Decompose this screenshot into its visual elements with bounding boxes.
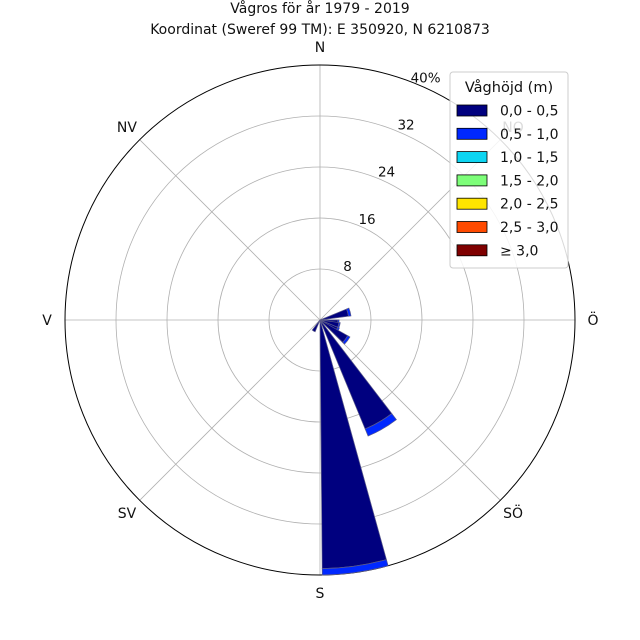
chart-title: Vågros för år 1979 - 2019 <box>230 0 409 17</box>
sector-bar <box>321 559 389 576</box>
direction-label: SV <box>118 506 137 522</box>
radial-tick-label: 24 <box>378 165 395 181</box>
direction-label: NV <box>117 120 137 136</box>
direction-label: V <box>42 313 52 329</box>
sector-bar <box>319 319 387 569</box>
legend-label: ≥ 3,0 <box>500 243 538 259</box>
sectors <box>311 307 397 576</box>
legend-swatch <box>456 244 488 257</box>
sector-bar <box>319 308 349 321</box>
radial-tick-label: 8 <box>343 259 352 275</box>
direction-label: S <box>316 586 325 602</box>
legend-swatch <box>456 151 488 164</box>
sector-bar <box>364 413 397 437</box>
sector-bar <box>311 319 321 333</box>
legend: Våghöjd (m) 0,0 - 0,5 0,5 - 1,0 1,0 - 1,5 1… <box>449 71 569 269</box>
radial-tick-label: 32 <box>397 118 414 134</box>
direction-label: SÖ <box>503 504 523 522</box>
grid-spoke <box>139 319 321 501</box>
legend-swatch <box>456 174 488 187</box>
legend-label: 2,0 - 2,5 <box>500 197 558 213</box>
direction-label: Ö <box>587 311 598 329</box>
grid-spoke <box>319 319 501 501</box>
legend-label: 2,5 - 3,0 <box>500 220 558 236</box>
radial-tick-label: 40% <box>411 70 441 86</box>
sector-bar <box>342 335 351 345</box>
legend-label: 0,5 - 1,0 <box>500 127 558 143</box>
legend-swatch <box>456 221 488 233</box>
direction-label: N <box>315 40 325 56</box>
legend-swatch <box>456 197 488 210</box>
grid-spoke <box>139 139 321 321</box>
legend-label: 1,5 - 2,0 <box>500 173 558 189</box>
chart-subtitle: Koordinat (Sweref 99 TM): E 350920, N 62… <box>150 22 490 38</box>
sector-bar <box>346 307 352 317</box>
outer-circle <box>64 64 576 576</box>
radial-ticks: 8 16 24 32 40% <box>343 70 441 274</box>
legend-label: 0,0 - 0,5 <box>500 104 558 120</box>
legend-swatch <box>456 104 488 117</box>
legend-box <box>449 71 569 269</box>
legend-title: Våghöjd (m) <box>465 79 553 96</box>
polar-grid <box>64 64 576 576</box>
legend-label: 1,0 - 1,5 <box>500 150 558 166</box>
legend-swatch <box>456 127 488 140</box>
radial-tick-label: 16 <box>358 212 375 228</box>
